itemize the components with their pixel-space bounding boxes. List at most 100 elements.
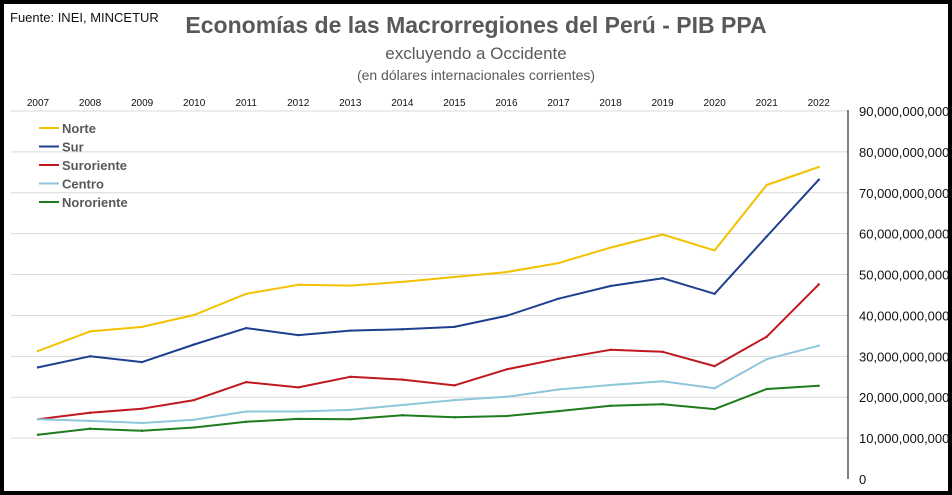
x-tick-label: 2018 (599, 98, 622, 109)
data-point (401, 378, 404, 381)
x-tick-label: 2015 (443, 98, 466, 109)
x-tick-label: 2010 (183, 98, 206, 109)
data-point (88, 419, 92, 423)
series-line-centro (37, 344, 820, 424)
data-point (505, 270, 508, 274)
data-point (36, 418, 40, 421)
data-point (505, 368, 508, 371)
x-tick-label: 2021 (756, 98, 779, 109)
data-point (245, 326, 248, 330)
data-point (713, 249, 716, 252)
data-point (661, 380, 664, 383)
y-tick-label: 50,000,000,000 (859, 268, 948, 283)
legend-label: Nororiente (62, 195, 128, 210)
data-point (192, 343, 196, 346)
data-point (609, 404, 612, 408)
data-point (713, 292, 716, 295)
data-point (349, 375, 352, 378)
data-point (713, 364, 716, 368)
data-point (505, 395, 508, 399)
data-point (401, 403, 404, 407)
data-point (505, 414, 508, 418)
data-point (557, 409, 560, 413)
data-point (140, 421, 144, 425)
x-tick-label: 2007 (27, 98, 50, 109)
data-point (817, 384, 820, 387)
data-point (297, 417, 300, 421)
x-tick-label: 2022 (808, 98, 831, 109)
data-point (817, 344, 820, 347)
source-note: Fuente: INEI, MINCETUR (10, 10, 159, 25)
data-point (297, 283, 300, 286)
data-point (245, 292, 248, 295)
data-point (36, 349, 40, 353)
data-point (609, 246, 612, 249)
chart-subtitle-units: (en dólares internacionales corrientes) (356, 67, 596, 83)
data-point (817, 283, 820, 286)
y-tick-label: 40,000,000,000 (859, 308, 948, 323)
data-point (192, 398, 196, 402)
data-point (557, 297, 560, 300)
y-tick-label: 70,000,000,000 (859, 186, 948, 201)
data-point (297, 333, 300, 337)
data-point (192, 418, 196, 421)
x-tick-label: 2012 (287, 98, 310, 109)
chart-subtitle: excluyendo a Occidente (385, 44, 567, 63)
data-point (765, 335, 768, 338)
data-point (817, 178, 820, 181)
data-point (453, 325, 456, 329)
y-tick-label: 10,000,000,000 (859, 431, 948, 446)
data-point (297, 410, 300, 413)
line-chart: 0 10,000,000,000 20,000,000,000 30,000,000,… (11, 98, 948, 487)
data-point (817, 165, 820, 169)
data-point (453, 384, 456, 387)
data-point (609, 348, 612, 351)
data-point (349, 329, 352, 332)
data-point (505, 314, 508, 318)
y-tick-label: 0 (859, 472, 866, 487)
data-point (765, 235, 768, 238)
data-point (36, 433, 40, 437)
data-point (557, 357, 560, 360)
data-point (88, 355, 92, 358)
x-tick-label: 2008 (79, 98, 102, 109)
chart-title: Economías de las Macrorregiones del Perú… (185, 12, 767, 38)
data-point (349, 408, 352, 412)
data-point (661, 350, 664, 354)
data-point (245, 420, 248, 423)
legend-label: Sur (62, 140, 84, 155)
y-tick-label: 30,000,000,000 (859, 349, 948, 364)
legend-label: Centro (62, 177, 104, 192)
legend-label: Suroriente (62, 158, 127, 173)
data-point (349, 418, 352, 421)
data-point (453, 275, 456, 279)
x-tick-label: 2017 (547, 98, 570, 109)
data-point (713, 407, 716, 411)
data-point (140, 360, 144, 364)
x-tick-label: 2020 (704, 98, 727, 109)
data-point (192, 313, 196, 317)
data-point (88, 330, 92, 333)
data-point (245, 410, 248, 413)
data-point (661, 233, 664, 236)
series-line-norte (37, 166, 820, 352)
data-point (661, 277, 664, 280)
data-point (140, 325, 144, 329)
data-point (557, 261, 560, 265)
data-point (557, 388, 560, 391)
data-point (36, 366, 40, 369)
data-point (765, 357, 768, 361)
data-point (609, 383, 612, 387)
data-point (661, 402, 664, 406)
data-point (713, 387, 716, 390)
x-tick-label: 2016 (495, 98, 518, 109)
data-point (765, 183, 768, 187)
y-tick-label: 20,000,000,000 (859, 390, 948, 405)
x-tick-label: 2009 (131, 98, 154, 109)
data-point (401, 328, 404, 331)
legend-label: Norte (62, 121, 96, 136)
data-point (140, 407, 144, 410)
chart-frame: Fuente: INEI, MINCETUR Economías de las … (4, 4, 948, 491)
x-tick-label: 2019 (651, 98, 674, 109)
data-point (453, 416, 456, 419)
